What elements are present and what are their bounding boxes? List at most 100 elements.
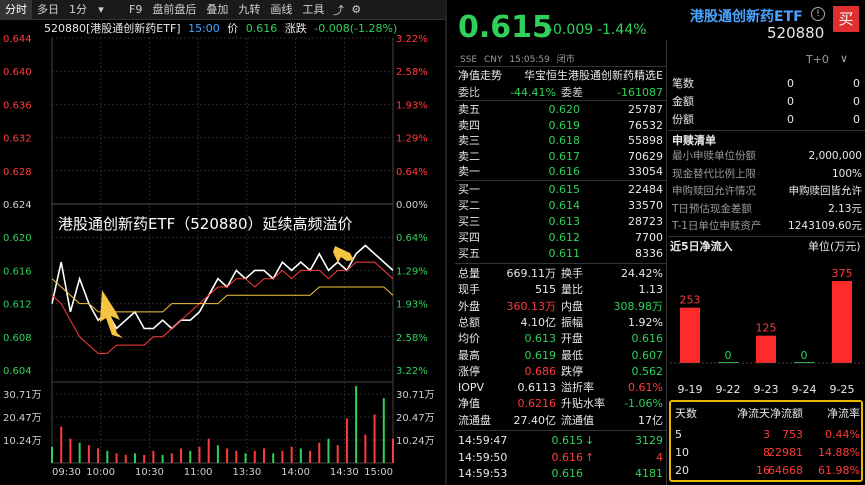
ask-price[interactable]: 0.616 xyxy=(548,165,581,178)
volume-bar xyxy=(60,426,63,463)
volume-bar xyxy=(115,453,118,463)
tab-tools[interactable]: 工具 xyxy=(302,2,325,16)
ask-volume: 33054 xyxy=(628,165,663,178)
y-tick-left: 0.644 xyxy=(3,34,32,45)
ask-price[interactable]: 0.619 xyxy=(548,118,581,132)
y-tick-right: 2.58% xyxy=(396,67,428,78)
bid-volume: 8336 xyxy=(635,247,663,260)
bid-price[interactable]: 0.612 xyxy=(548,231,581,244)
stat-value: 1.92% xyxy=(628,315,663,329)
chart-change-label: 涨跌 xyxy=(284,22,307,35)
bid-volume: 28723 xyxy=(628,215,663,228)
price-change: -0.009 xyxy=(548,22,594,38)
ask-volume: 55898 xyxy=(628,134,663,147)
stat-label: 流通值 xyxy=(561,413,594,427)
volume-bar xyxy=(299,448,302,463)
tick-price: 0.616 xyxy=(551,467,584,480)
share-icon[interactable]: ⤴ xyxy=(332,3,344,17)
y-tick-left: 0.628 xyxy=(3,167,32,178)
inflow-category: 9-22 xyxy=(716,383,741,396)
arrow-right xyxy=(333,246,354,263)
y-tick-left: 0.640 xyxy=(3,67,32,78)
vol-tick-left: 10.24万 xyxy=(3,436,42,447)
intraday-chart[interactable]: 0.644 3.22% 0.640 2.58% 0.636 1.93% 0.632 1.29%… xyxy=(0,20,445,485)
tick-arrow-icon: ↑ xyxy=(585,450,595,464)
chart-annotation: 港股通创新药ETF（520880）延续高频溢价 xyxy=(58,215,353,233)
price-line-shadow xyxy=(51,261,394,354)
divider xyxy=(455,100,667,101)
ask-price[interactable]: 0.620 xyxy=(548,103,581,116)
stat-value: 669.11万 xyxy=(506,267,557,280)
bid-price[interactable]: 0.615 xyxy=(548,183,581,196)
tab-premarket[interactable]: 盘前盘后 xyxy=(152,2,197,16)
divider xyxy=(668,236,865,237)
security-code: 520880 xyxy=(767,24,825,42)
tab-nine-turn[interactable]: 九转 xyxy=(238,2,261,16)
x-tick: 10:00 xyxy=(86,467,115,478)
x-tick: 14:30 xyxy=(330,467,359,478)
x-tick: 09:30 xyxy=(52,467,81,478)
volume-bar xyxy=(253,450,256,463)
x-tick: 15:00 xyxy=(364,467,393,478)
stat-value: 24.42% xyxy=(621,267,663,280)
inflow-category: 9-24 xyxy=(792,383,817,396)
y-tick-right: 0.00% xyxy=(396,200,428,211)
chevron-down-icon[interactable]: ▾ xyxy=(98,3,104,16)
bid-label: 买二 xyxy=(458,199,480,212)
info-icon[interactable]: ! xyxy=(811,7,825,21)
tab-1min[interactable]: 1分 xyxy=(69,2,87,16)
tab-multiday[interactable]: 多日 xyxy=(37,2,59,16)
nav-trend-label[interactable]: 净值走势 xyxy=(458,69,502,82)
fund-row-label: 笔数 xyxy=(672,77,694,90)
flow-header: 天数 xyxy=(675,407,697,420)
volume-bar xyxy=(382,398,385,463)
flow-cell: 22981 xyxy=(768,446,803,459)
redeem-value: 100% xyxy=(831,167,862,180)
buy-button[interactable]: 买 xyxy=(833,6,859,32)
ask-price[interactable]: 0.618 xyxy=(548,134,581,147)
fund-row-value: 0 xyxy=(853,95,860,108)
annotation-arrows xyxy=(100,246,354,338)
gear-icon[interactable]: ⚙ xyxy=(351,3,362,16)
y-tick-right: 1.29% xyxy=(396,266,428,277)
redeem-value: 1243109.60元 xyxy=(788,220,862,232)
inflow-category: 9-23 xyxy=(754,383,779,396)
flow-cell: 753 xyxy=(782,428,803,441)
stat-label: 净值 xyxy=(458,397,480,411)
tab-overlay[interactable]: 叠加 xyxy=(206,2,229,16)
volume-bar xyxy=(226,448,229,463)
tab-intraday[interactable]: 分时 xyxy=(0,0,32,20)
bid-price[interactable]: 0.611 xyxy=(548,247,581,260)
y-tick-left: 0.616 xyxy=(3,266,32,277)
volume-bar xyxy=(152,450,155,463)
ask-label: 卖一 xyxy=(458,165,480,178)
chevron-down-icon[interactable]: ∨ xyxy=(840,52,849,65)
y-tick-left: 0.632 xyxy=(3,134,32,145)
y-tick-left: 0.612 xyxy=(3,300,32,311)
quote-meta: SSE CNY 15:05:59 闭市 xyxy=(460,52,575,65)
bid-price[interactable]: 0.613 xyxy=(548,215,581,228)
fund-row-label: 份额 xyxy=(672,113,694,126)
volume-bar xyxy=(106,450,109,463)
divider xyxy=(666,40,667,485)
redeem-value: 2,000,000 xyxy=(808,150,862,162)
redeem-value: 申购赎回皆允许 xyxy=(788,185,863,197)
inflow-bar-chart: 253 9-19 0 9-22 125 9-23 0 9-24 375 9-25 xyxy=(670,267,863,396)
bid-price[interactable]: 0.614 xyxy=(548,199,581,212)
flow-header: 净流率 xyxy=(827,407,860,420)
divider xyxy=(455,263,667,264)
tick-time: 14:59:50 xyxy=(458,450,508,464)
x-tick: 10:30 xyxy=(135,467,164,478)
tab-draw-line[interactable]: 画线 xyxy=(270,2,293,16)
tab-f9[interactable]: F9 xyxy=(129,2,143,16)
volume-bar xyxy=(51,446,53,463)
flow-cell: 20 xyxy=(675,464,689,477)
bid-label: 买五 xyxy=(458,247,480,260)
stat-label: 内盘 xyxy=(561,299,583,313)
volume-bar xyxy=(318,442,321,463)
ask-price[interactable]: 0.617 xyxy=(548,149,581,163)
vol-tick-right: 20.47万 xyxy=(396,413,435,424)
stat-label: 振幅 xyxy=(561,315,583,329)
market-status: 闭市 xyxy=(556,55,575,65)
flow-cell: 61.98% xyxy=(818,464,860,477)
